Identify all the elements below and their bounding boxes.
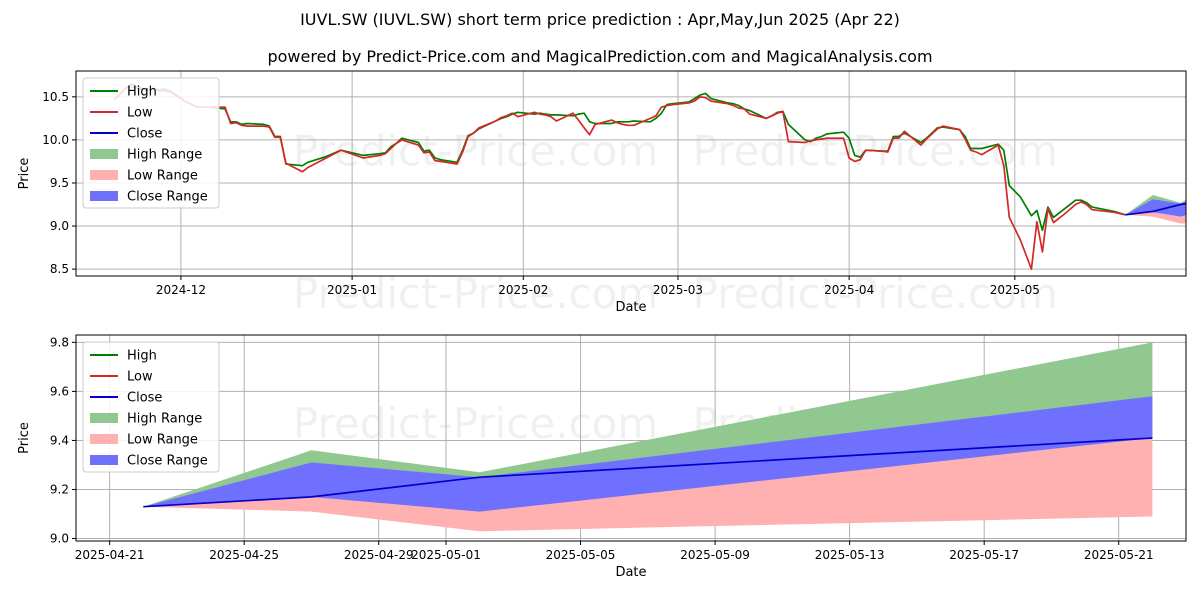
plot-frame <box>75 334 1187 542</box>
legend-close-label: Close <box>127 391 162 406</box>
watermark-text: Predict-Price.com <box>293 399 658 448</box>
legend-low-label: Low <box>127 370 153 385</box>
legend-low-range-swatch <box>90 170 118 180</box>
y-tick-label: 9.8 <box>50 335 69 349</box>
close-range-band <box>143 396 1153 512</box>
legend-close-range-swatch <box>90 191 118 201</box>
legend-high-range-label: High Range <box>127 148 202 163</box>
low-series-line <box>114 85 1126 270</box>
x-tick-label: 2025-04 <box>824 283 874 297</box>
x-tick-label: 2025-04-21 <box>75 548 145 562</box>
plot-area <box>143 342 1153 532</box>
legend-low-range-label: Low Range <box>127 169 198 184</box>
main-price-chart: Predict-Price.com Predict-Price.com Predic… <box>17 70 1187 318</box>
x-tick-label: 2025-05 <box>990 283 1040 297</box>
legend-close-label: Close <box>127 127 162 142</box>
x-tick-label: 2025-03 <box>653 283 703 297</box>
low-range-band <box>1125 212 1186 224</box>
x-axis-label: Date <box>615 565 646 580</box>
x-tick-label: 2024-12 <box>156 283 206 297</box>
plot-frame <box>75 70 1187 277</box>
x-tick-label: 2025-05-21 <box>1084 548 1154 562</box>
close-range-band <box>1125 199 1186 217</box>
legend-high-range-swatch <box>90 413 118 423</box>
legend-low-range-label: Low Range <box>127 433 198 448</box>
watermark-text: Predict-Price.com <box>693 269 1058 318</box>
legend: High Low Close High Range Low Range Close Ran… <box>82 77 220 209</box>
plot-area <box>114 83 1186 270</box>
x-tick-label: 2025-05-01 <box>411 548 481 562</box>
y-tick-label: 9.6 <box>50 384 69 398</box>
close-series-line <box>143 437 1153 508</box>
x-tick-label: 2025-05-17 <box>949 548 1019 562</box>
x-tick-label: 2025-01 <box>327 283 377 297</box>
legend-close-range-label: Close Range <box>127 454 208 469</box>
legend-high-label: High <box>127 349 157 364</box>
legend-high-label: High <box>127 85 157 100</box>
x-tick-label: 2025-04-25 <box>209 548 279 562</box>
x-tick-label: 2025-05-13 <box>815 548 885 562</box>
y-tick-label: 10.0 <box>42 133 69 147</box>
figure-subtitle: powered by Predict-Price.com and Magical… <box>267 47 932 66</box>
x-axis-label: Date <box>615 300 646 315</box>
y-tick-label: 9.0 <box>50 219 69 233</box>
figure-title: IUVL.SW (IUVL.SW) short term price predi… <box>300 10 900 29</box>
legend: High Low Close High Range Low Range Close Ran… <box>82 341 220 473</box>
y-tick-label: 10.5 <box>42 90 69 104</box>
legend-high-range-swatch <box>90 149 118 159</box>
legend-low-label: Low <box>127 106 153 121</box>
legend-close-range-label: Close Range <box>127 190 208 205</box>
x-tick-label: 2025-05-05 <box>546 548 616 562</box>
y-tick-label: 9.4 <box>50 433 69 447</box>
y-axis-label: Price <box>17 158 32 190</box>
x-tick-label: 2025-02 <box>498 283 548 297</box>
y-tick-label: 8.5 <box>50 262 69 276</box>
y-tick-label: 9.0 <box>50 532 69 546</box>
legend-low-range-swatch <box>90 434 118 444</box>
y-tick-label: 9.2 <box>50 483 69 497</box>
high-range-band <box>143 342 1153 507</box>
x-tick-label: 2025-05-09 <box>680 548 750 562</box>
legend-high-range-label: High Range <box>127 412 202 427</box>
y-axis-label: Price <box>17 422 32 454</box>
watermark-text: Predict-Price.com <box>293 269 658 318</box>
y-tick-label: 9.5 <box>50 176 69 190</box>
forecast-detail-chart: Predict-Price.comPredict-Price.com2025-0… <box>17 334 1187 580</box>
close-series-line <box>1125 202 1186 216</box>
x-tick-label: 2025-04-29 <box>344 548 414 562</box>
legend-close-range-swatch <box>90 455 118 465</box>
watermark-text: Predict-Price.com <box>293 126 658 175</box>
